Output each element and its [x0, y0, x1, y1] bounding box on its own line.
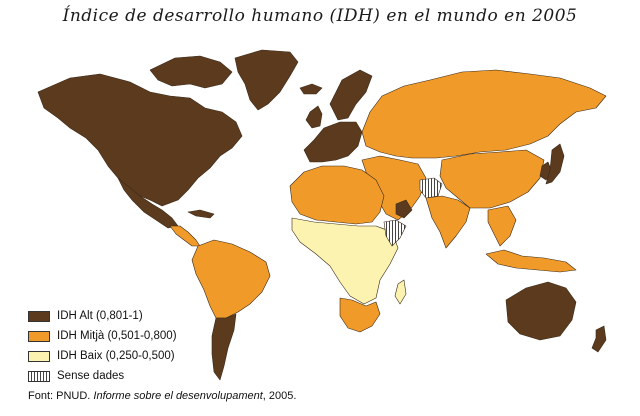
north-america: [37, 73, 243, 207]
new-zealand: [591, 325, 607, 353]
southeast-asia: [487, 205, 517, 247]
indonesia: [485, 249, 577, 273]
legend-label-nodata: Sense dades: [57, 370, 125, 382]
southern-africa: [339, 297, 381, 333]
south-america-south: [211, 313, 237, 381]
legend-label-high: IDH Alt (0,801-1): [57, 310, 143, 322]
source-note: Font: PNUD. Informe sobre el desenvolupa…: [28, 390, 296, 402]
arabian-gulf: [395, 199, 413, 219]
canada-arctic-islands: [149, 55, 233, 89]
map-title: Índice de desarrollo humano (IDH) en el …: [62, 6, 578, 26]
source-work: Informe sobre el desenvolupament: [93, 390, 263, 402]
australia: [505, 281, 577, 341]
south-america-north: [191, 239, 271, 319]
legend-swatch-medium: [28, 330, 50, 342]
legend-label-medium: IDH Mitjà (0,501-0,800): [57, 330, 177, 342]
legend-row-high: IDH Alt (0,801-1): [28, 306, 177, 326]
legend-swatch-nodata: [28, 370, 50, 382]
greenland: [234, 49, 299, 111]
source-prefix: Font: PNUD.: [28, 390, 94, 402]
legend-row-low: IDH Baix (0,250-0,500): [28, 346, 177, 366]
sub-saharan-africa: [291, 217, 399, 305]
south-asia: [425, 195, 471, 249]
uk: [305, 105, 323, 129]
horn-of-africa: [383, 219, 407, 247]
north-africa: [289, 165, 385, 225]
legend-row-medium: IDH Mitjà (0,501-0,800): [28, 326, 177, 346]
madagascar: [394, 279, 407, 305]
legend-swatch-low: [28, 350, 50, 362]
central-america: [169, 225, 201, 247]
scandinavia: [329, 69, 373, 121]
russia: [361, 69, 607, 159]
afghanistan: [419, 177, 443, 199]
western-europe: [303, 121, 363, 163]
legend-label-low: IDH Baix (0,250-0,500): [57, 350, 175, 362]
legend-swatch-high: [28, 310, 50, 322]
cuba: [187, 209, 215, 219]
iceland: [299, 83, 323, 95]
legend: IDH Alt (0,801-1) IDH Mitjà (0,501-0,800…: [28, 306, 177, 386]
source-suffix: , 2005.: [262, 390, 297, 402]
legend-row-nodata: Sense dades: [28, 366, 177, 386]
japan: [545, 143, 565, 185]
china: [439, 149, 545, 209]
